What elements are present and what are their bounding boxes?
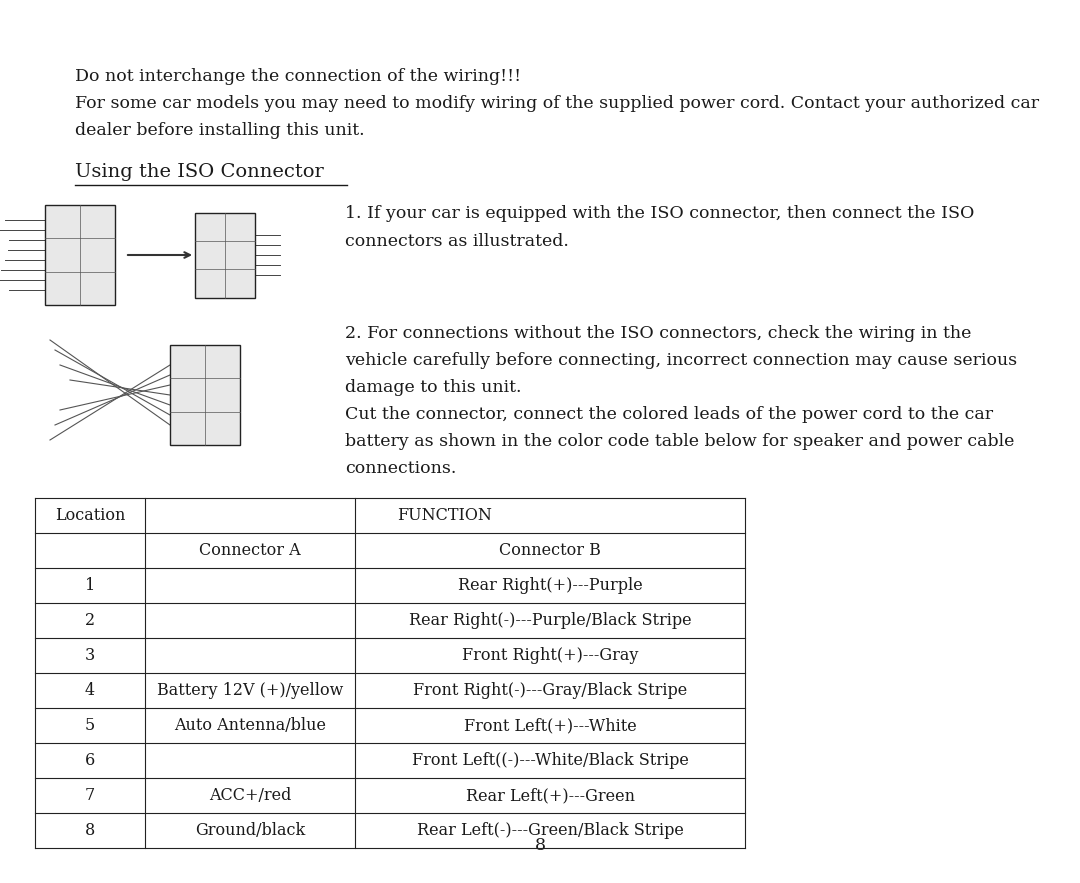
- Text: 1: 1: [85, 577, 95, 594]
- Text: Battery 12V (+)/yellow: Battery 12V (+)/yellow: [157, 682, 343, 699]
- Text: 8: 8: [85, 822, 95, 839]
- Text: FUNCTION: FUNCTION: [397, 507, 492, 524]
- Text: Front Left(+)---White: Front Left(+)---White: [463, 717, 636, 734]
- Text: 3: 3: [85, 647, 95, 664]
- Text: vehicle carefully before connecting, incorrect connection may cause serious: vehicle carefully before connecting, inc…: [345, 352, 1017, 369]
- Text: Front Left((-)---White/Black Stripe: Front Left((-)---White/Black Stripe: [411, 752, 688, 769]
- Text: Ground/black: Ground/black: [194, 822, 306, 839]
- Text: Rear Left(+)---Green: Rear Left(+)---Green: [465, 787, 635, 804]
- Text: 7: 7: [85, 787, 95, 804]
- Text: ACC+/red: ACC+/red: [208, 787, 292, 804]
- Text: Rear Left(-)---Green/Black Stripe: Rear Left(-)---Green/Black Stripe: [417, 822, 684, 839]
- Bar: [170, 345, 240, 445]
- Text: Rear Right(+)---Purple: Rear Right(+)---Purple: [458, 577, 643, 594]
- Text: Connector B: Connector B: [499, 542, 600, 559]
- Text: Connector A: Connector A: [199, 542, 301, 559]
- Text: Front Right(-)---Gray/Black Stripe: Front Right(-)---Gray/Black Stripe: [413, 682, 687, 699]
- Text: dealer before installing this unit.: dealer before installing this unit.: [75, 122, 365, 139]
- Text: Front Right(+)---Gray: Front Right(+)---Gray: [462, 647, 638, 664]
- Text: 2: 2: [85, 612, 95, 629]
- Text: Auto Antenna/blue: Auto Antenna/blue: [174, 717, 326, 734]
- Text: 2. For connections without the ISO connectors, check the wiring in the: 2. For connections without the ISO conne…: [345, 325, 971, 342]
- Text: damage to this unit.: damage to this unit.: [345, 379, 522, 396]
- Text: 1. If your car is equipped with the ISO connector, then connect the ISO: 1. If your car is equipped with the ISO …: [345, 205, 974, 222]
- Text: Rear Right(-)---Purple/Black Stripe: Rear Right(-)---Purple/Black Stripe: [408, 612, 691, 629]
- Text: 4: 4: [85, 682, 95, 699]
- Text: Using the ISO Connector: Using the ISO Connector: [75, 163, 324, 181]
- Bar: [195, 213, 255, 298]
- Text: Do not interchange the connection of the wiring!!!: Do not interchange the connection of the…: [75, 68, 522, 85]
- Text: Cut the connector, connect the colored leads of the power cord to the car: Cut the connector, connect the colored l…: [345, 406, 994, 423]
- Text: battery as shown in the color code table below for speaker and power cable: battery as shown in the color code table…: [345, 433, 1014, 450]
- Text: 5: 5: [85, 717, 95, 734]
- Bar: [45, 205, 114, 305]
- Text: 6: 6: [85, 752, 95, 769]
- Text: connections.: connections.: [345, 460, 457, 477]
- Text: For some car models you may need to modify wiring of the supplied power cord. Co: For some car models you may need to modi…: [75, 95, 1039, 112]
- Text: connectors as illustrated.: connectors as illustrated.: [345, 233, 569, 250]
- Text: Location: Location: [55, 507, 125, 524]
- Text: 8: 8: [535, 836, 545, 854]
